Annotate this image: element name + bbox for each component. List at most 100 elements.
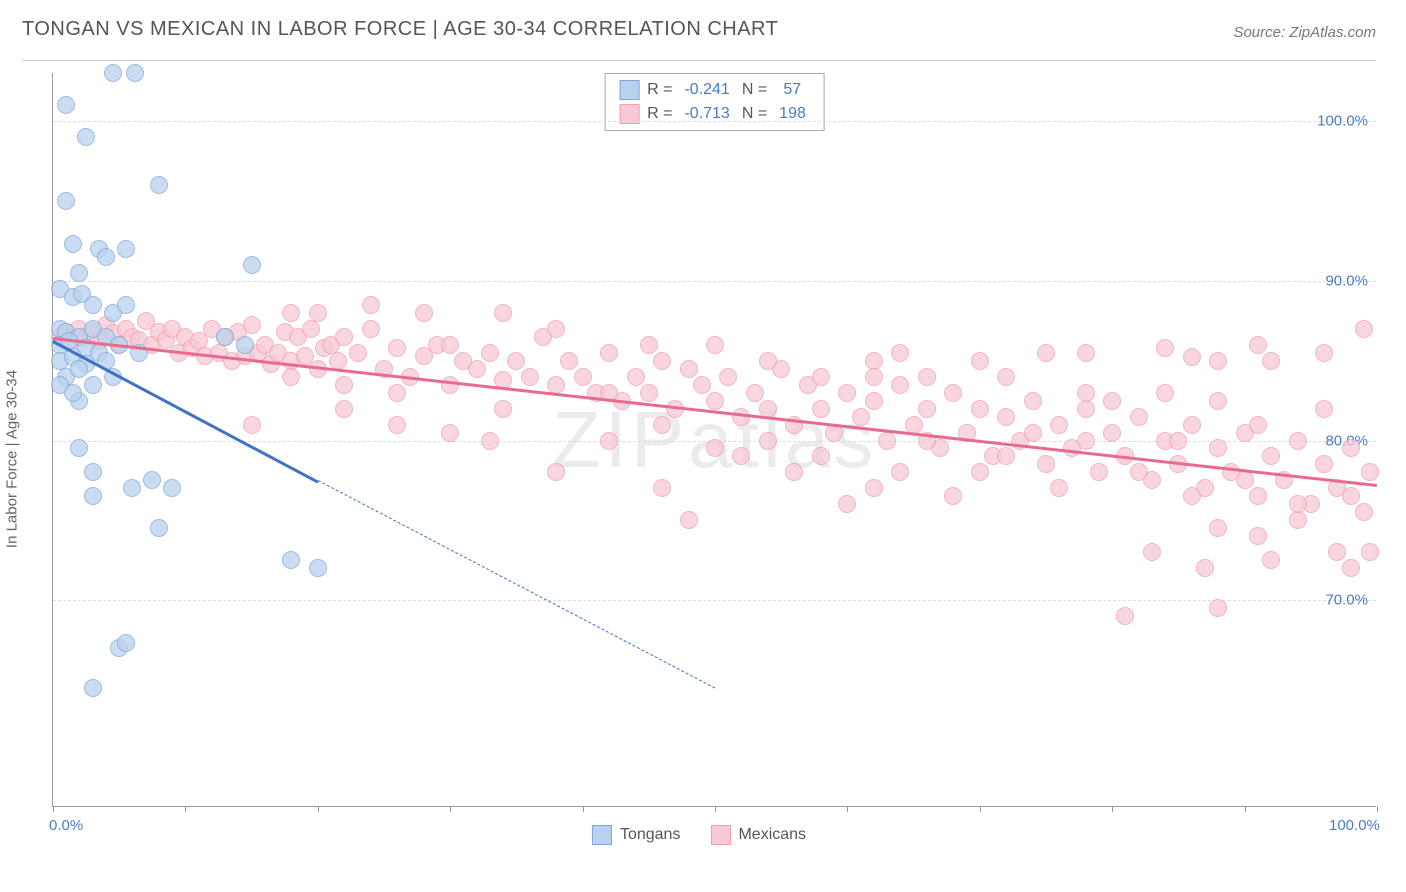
scatter-point-mexicans bbox=[507, 352, 525, 370]
scatter-point-mexicans bbox=[680, 360, 698, 378]
scatter-point-tongans bbox=[243, 256, 261, 274]
scatter-point-mexicans bbox=[746, 384, 764, 402]
scatter-point-mexicans bbox=[653, 416, 671, 434]
x-tick bbox=[318, 806, 319, 812]
scatter-point-mexicans bbox=[1209, 439, 1227, 457]
x-tick bbox=[847, 806, 848, 812]
scatter-point-mexicans bbox=[1209, 599, 1227, 617]
scatter-point-mexicans bbox=[640, 336, 658, 354]
scatter-point-mexicans bbox=[1355, 503, 1373, 521]
scatter-point-tongans bbox=[84, 463, 102, 481]
x-tick bbox=[450, 806, 451, 812]
legend-stats-row-tongans: R = -0.241 N = 57 bbox=[619, 78, 810, 102]
x-tick bbox=[53, 806, 54, 812]
scatter-point-mexicans bbox=[759, 352, 777, 370]
scatter-point-mexicans bbox=[1050, 416, 1068, 434]
scatter-point-mexicans bbox=[1183, 416, 1201, 434]
scatter-point-mexicans bbox=[547, 376, 565, 394]
scatter-point-mexicans bbox=[838, 384, 856, 402]
scatter-point-mexicans bbox=[838, 495, 856, 513]
scatter-point-mexicans bbox=[971, 352, 989, 370]
scatter-point-tongans bbox=[77, 128, 95, 146]
scatter-point-mexicans bbox=[335, 400, 353, 418]
scatter-point-mexicans bbox=[1328, 543, 1346, 561]
scatter-point-mexicans bbox=[1249, 336, 1267, 354]
trendline bbox=[318, 480, 716, 689]
scatter-point-mexicans bbox=[1024, 392, 1042, 410]
scatter-point-mexicans bbox=[1209, 392, 1227, 410]
scatter-point-tongans bbox=[117, 296, 135, 314]
legend-stats: R = -0.241 N = 57 R = -0.713 N = 198 bbox=[604, 73, 825, 131]
scatter-point-mexicans bbox=[388, 384, 406, 402]
scatter-point-mexicans bbox=[600, 432, 618, 450]
scatter-point-mexicans bbox=[302, 320, 320, 338]
scatter-point-mexicans bbox=[812, 400, 830, 418]
scatter-point-tongans bbox=[97, 248, 115, 266]
scatter-point-mexicans bbox=[997, 408, 1015, 426]
legend-series: Tongans Mexicans bbox=[592, 825, 806, 845]
scatter-point-tongans bbox=[84, 376, 102, 394]
chart-source: Source: ZipAtlas.com bbox=[1233, 24, 1376, 41]
scatter-point-tongans bbox=[70, 264, 88, 282]
scatter-point-mexicans bbox=[944, 384, 962, 402]
y-axis-label: In Labor Force | Age 30-34 bbox=[4, 370, 21, 548]
scatter-point-mexicans bbox=[1289, 432, 1307, 450]
x-tick bbox=[185, 806, 186, 812]
scatter-point-mexicans bbox=[891, 344, 909, 362]
scatter-point-mexicans bbox=[388, 416, 406, 434]
legend-swatch-tongans bbox=[619, 80, 639, 100]
scatter-point-mexicans bbox=[1050, 479, 1068, 497]
scatter-point-mexicans bbox=[481, 344, 499, 362]
scatter-point-mexicans bbox=[680, 511, 698, 529]
scatter-point-mexicans bbox=[282, 368, 300, 386]
legend-stats-row-mexicans: R = -0.713 N = 198 bbox=[619, 102, 810, 126]
scatter-point-tongans bbox=[84, 487, 102, 505]
scatter-point-mexicans bbox=[1361, 543, 1379, 561]
scatter-point-mexicans bbox=[1156, 384, 1174, 402]
scatter-point-tongans bbox=[309, 559, 327, 577]
scatter-point-mexicans bbox=[362, 296, 380, 314]
gridline bbox=[53, 281, 1376, 282]
scatter-point-tongans bbox=[64, 235, 82, 253]
scatter-point-mexicans bbox=[997, 447, 1015, 465]
legend-item-tongans: Tongans bbox=[592, 825, 681, 845]
scatter-point-mexicans bbox=[719, 368, 737, 386]
gridline bbox=[53, 121, 1376, 122]
scatter-point-mexicans bbox=[1209, 519, 1227, 537]
scatter-point-mexicans bbox=[944, 487, 962, 505]
scatter-point-mexicans bbox=[481, 432, 499, 450]
scatter-point-mexicans bbox=[732, 447, 750, 465]
scatter-point-mexicans bbox=[865, 368, 883, 386]
scatter-point-mexicans bbox=[1249, 527, 1267, 545]
x-tick bbox=[1245, 806, 1246, 812]
x-tick bbox=[980, 806, 981, 812]
scatter-point-mexicans bbox=[1130, 408, 1148, 426]
scatter-point-tongans bbox=[70, 360, 88, 378]
scatter-point-mexicans bbox=[1143, 543, 1161, 561]
scatter-point-mexicans bbox=[653, 479, 671, 497]
scatter-point-mexicans bbox=[971, 400, 989, 418]
x-tick bbox=[715, 806, 716, 812]
scatter-point-mexicans bbox=[812, 368, 830, 386]
scatter-point-mexicans bbox=[1315, 400, 1333, 418]
x-tick bbox=[1112, 806, 1113, 812]
scatter-point-mexicans bbox=[1090, 463, 1108, 481]
x-tick bbox=[1377, 806, 1378, 812]
scatter-point-mexicans bbox=[1315, 455, 1333, 473]
scatter-point-tongans bbox=[150, 176, 168, 194]
scatter-point-tongans bbox=[236, 336, 254, 354]
scatter-point-tongans bbox=[57, 96, 75, 114]
scatter-point-mexicans bbox=[852, 408, 870, 426]
chart-header: TONGAN VS MEXICAN IN LABOR FORCE | AGE 3… bbox=[0, 0, 1406, 49]
chart-title: TONGAN VS MEXICAN IN LABOR FORCE | AGE 3… bbox=[22, 18, 778, 41]
scatter-point-mexicans bbox=[1037, 455, 1055, 473]
legend-swatch-mexicans bbox=[710, 825, 730, 845]
scatter-point-mexicans bbox=[812, 447, 830, 465]
scatter-point-mexicans bbox=[627, 368, 645, 386]
scatter-point-mexicans bbox=[706, 439, 724, 457]
scatter-point-mexicans bbox=[1116, 607, 1134, 625]
scatter-point-mexicans bbox=[1183, 487, 1201, 505]
scatter-point-mexicans bbox=[362, 320, 380, 338]
scatter-point-mexicans bbox=[388, 339, 406, 357]
scatter-point-mexicans bbox=[878, 432, 896, 450]
